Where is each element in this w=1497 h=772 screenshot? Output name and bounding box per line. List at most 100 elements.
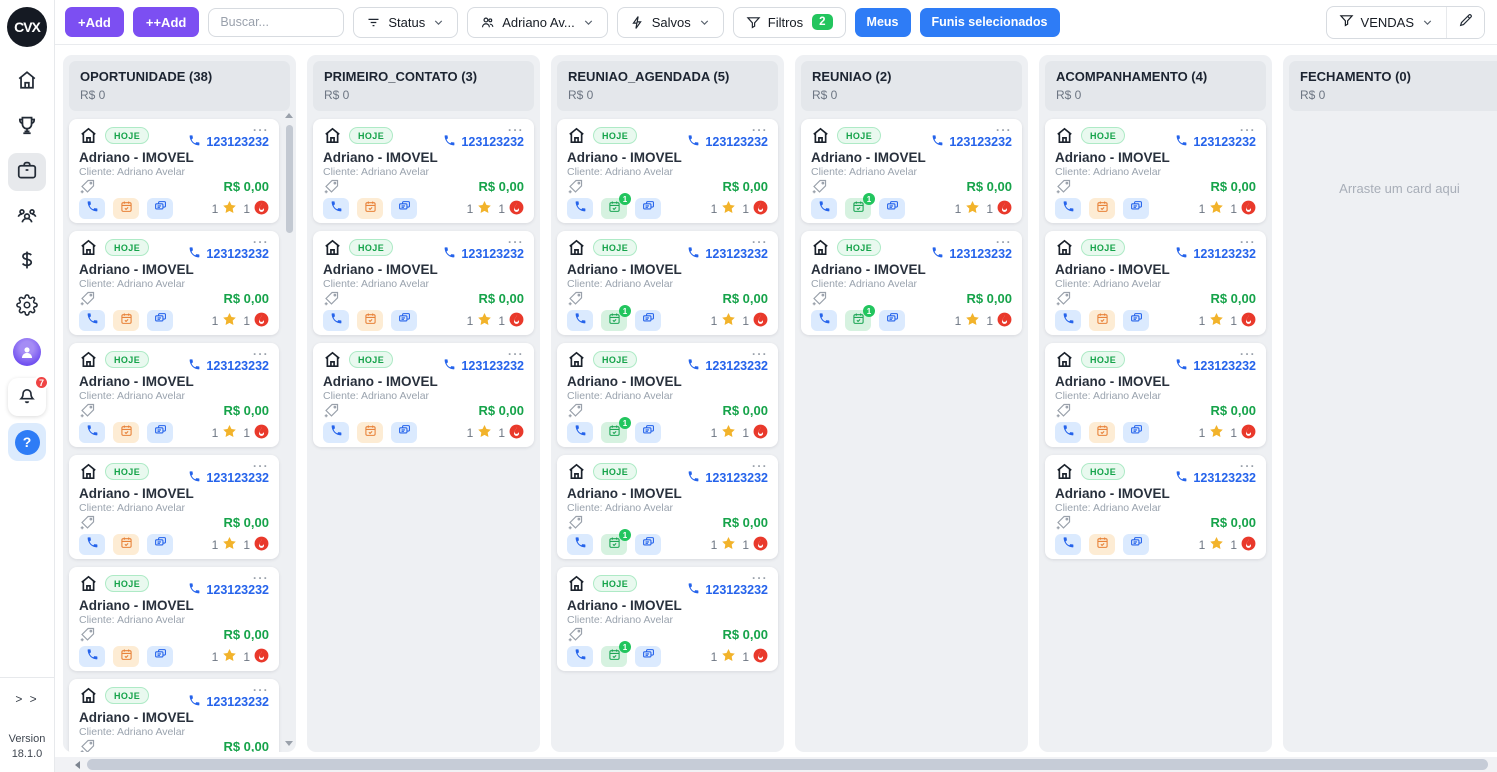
call-action-button[interactable] [567, 646, 593, 667]
card-phone-link[interactable]: 123123232 [188, 134, 269, 150]
call-action-button[interactable] [323, 198, 349, 219]
deal-card[interactable]: ... HOJE 123123232 Adriano - IMOVEL Clie… [69, 567, 279, 671]
sidebar-item-settings[interactable] [8, 288, 46, 326]
calendar-chip[interactable] [113, 198, 139, 219]
messages-action-button[interactable] [635, 534, 661, 555]
deal-card[interactable]: ... HOJE 123123232 Adriano - IMOVEL Clie… [69, 231, 279, 335]
card-phone-link[interactable]: 123123232 [931, 246, 1012, 262]
card-menu-button[interactable]: ... [1239, 232, 1256, 246]
add-tag-icon[interactable] [323, 290, 340, 307]
deal-card[interactable]: ... HOJE 123123232 Adriano - IMOVEL Clie… [801, 231, 1022, 335]
card-menu-button[interactable]: ... [252, 120, 269, 134]
calendar-chip[interactable] [1089, 422, 1115, 443]
sidebar-expand-button[interactable]: > > [0, 677, 54, 716]
messages-action-button[interactable] [147, 198, 173, 219]
add-tag-icon[interactable] [323, 402, 340, 419]
card-phone-link[interactable]: 123123232 [443, 134, 524, 150]
messages-action-button[interactable] [147, 534, 173, 555]
deal-card[interactable]: ... HOJE 123123232 Adriano - IMOVEL Clie… [557, 231, 778, 335]
calendar-chip[interactable] [357, 310, 383, 331]
messages-action-button[interactable] [1123, 422, 1149, 443]
card-phone-link[interactable]: 123123232 [188, 582, 269, 598]
card-phone-link[interactable]: 123123232 [188, 246, 269, 262]
add-tag-icon[interactable] [79, 514, 96, 531]
card-phone-link[interactable]: 123123232 [443, 358, 524, 374]
add-tag-icon[interactable] [1055, 290, 1072, 307]
calendar-chip[interactable]: 1 [601, 193, 631, 219]
deal-card[interactable]: ... HOJE 123123232 Adriano - IMOVEL Clie… [313, 231, 534, 335]
card-menu-button[interactable]: ... [751, 344, 768, 358]
add-tag-icon[interactable] [567, 290, 584, 307]
funis-selecionados-button[interactable]: Funis selecionados [919, 7, 1060, 37]
deal-card[interactable]: ... HOJE 123123232 Adriano - IMOVEL Clie… [69, 343, 279, 447]
call-action-button[interactable] [1055, 422, 1081, 443]
add-tag-icon[interactable] [567, 514, 584, 531]
deal-card[interactable]: ... HOJE 123123232 Adriano - IMOVEL Clie… [557, 455, 778, 559]
card-menu-button[interactable]: ... [995, 120, 1012, 134]
add-tag-icon[interactable] [811, 178, 828, 195]
deal-card[interactable]: ... HOJE 123123232 Adriano - IMOVEL Clie… [1045, 119, 1266, 223]
deal-card[interactable]: ... HOJE 123123232 Adriano - IMOVEL Clie… [801, 119, 1022, 223]
call-action-button[interactable] [567, 198, 593, 219]
deal-card[interactable]: ... HOJE 123123232 Adriano - IMOVEL Clie… [557, 119, 778, 223]
calendar-chip[interactable] [1089, 198, 1115, 219]
search-input[interactable] [208, 7, 345, 37]
deal-card[interactable]: ... HOJE 123123232 Adriano - IMOVEL Clie… [69, 679, 279, 752]
card-phone-link[interactable]: 123123232 [1175, 246, 1256, 262]
card-phone-link[interactable]: 123123232 [443, 246, 524, 262]
calendar-chip[interactable] [113, 310, 139, 331]
scroll-up-arrow-icon[interactable] [285, 113, 293, 118]
card-phone-link[interactable]: 123123232 [687, 134, 768, 150]
call-action-button[interactable] [1055, 534, 1081, 555]
sidebar-item-home[interactable] [8, 63, 46, 101]
calendar-chip[interactable] [113, 646, 139, 667]
sidebar-item-finance[interactable] [8, 243, 46, 281]
add-tag-icon[interactable] [567, 402, 584, 419]
messages-action-button[interactable] [635, 646, 661, 667]
calendar-chip[interactable] [1089, 534, 1115, 555]
card-phone-link[interactable]: 123123232 [1175, 358, 1256, 374]
call-action-button[interactable] [79, 198, 105, 219]
deal-card[interactable]: ... HOJE 123123232 Adriano - IMOVEL Clie… [69, 455, 279, 559]
deal-card[interactable]: ... HOJE 123123232 Adriano - IMOVEL Clie… [313, 343, 534, 447]
call-action-button[interactable] [79, 646, 105, 667]
messages-action-button[interactable] [635, 198, 661, 219]
calendar-chip[interactable] [357, 422, 383, 443]
card-menu-button[interactable]: ... [507, 120, 524, 134]
card-menu-button[interactable]: ... [1239, 120, 1256, 134]
call-action-button[interactable] [79, 310, 105, 331]
add-plus-button[interactable]: ++Add [132, 7, 200, 37]
add-tag-icon[interactable] [79, 290, 96, 307]
call-action-button[interactable] [323, 310, 349, 331]
deal-card[interactable]: ... HOJE 123123232 Adriano - IMOVEL Clie… [1045, 343, 1266, 447]
card-phone-link[interactable]: 123123232 [1175, 134, 1256, 150]
meus-button[interactable]: Meus [854, 7, 911, 37]
card-phone-link[interactable]: 123123232 [188, 694, 269, 710]
messages-action-button[interactable] [1123, 310, 1149, 331]
deal-card[interactable]: ... HOJE 123123232 Adriano - IMOVEL Clie… [557, 567, 778, 671]
calendar-chip[interactable] [113, 422, 139, 443]
add-tag-icon[interactable] [1055, 514, 1072, 531]
card-menu-button[interactable]: ... [1239, 456, 1256, 470]
messages-action-button[interactable] [1123, 198, 1149, 219]
calendar-chip[interactable]: 1 [601, 641, 631, 667]
card-phone-link[interactable]: 123123232 [687, 582, 768, 598]
add-tag-icon[interactable] [79, 402, 96, 419]
card-phone-link[interactable]: 123123232 [1175, 470, 1256, 486]
messages-action-button[interactable] [635, 310, 661, 331]
card-phone-link[interactable]: 123123232 [188, 358, 269, 374]
call-action-button[interactable] [567, 422, 593, 443]
calendar-chip[interactable]: 1 [601, 305, 631, 331]
call-action-button[interactable] [323, 422, 349, 443]
card-phone-link[interactable]: 123123232 [687, 470, 768, 486]
call-action-button[interactable] [567, 310, 593, 331]
scroll-left-arrow-icon[interactable] [75, 760, 80, 769]
column-scrollbar[interactable] [284, 113, 294, 746]
deal-card[interactable]: ... HOJE 123123232 Adriano - IMOVEL Clie… [313, 119, 534, 223]
card-menu-button[interactable]: ... [507, 232, 524, 246]
card-menu-button[interactable]: ... [751, 120, 768, 134]
messages-action-button[interactable] [1123, 534, 1149, 555]
calendar-chip[interactable]: 1 [845, 305, 875, 331]
card-menu-button[interactable]: ... [1239, 344, 1256, 358]
card-phone-link[interactable]: 123123232 [687, 246, 768, 262]
